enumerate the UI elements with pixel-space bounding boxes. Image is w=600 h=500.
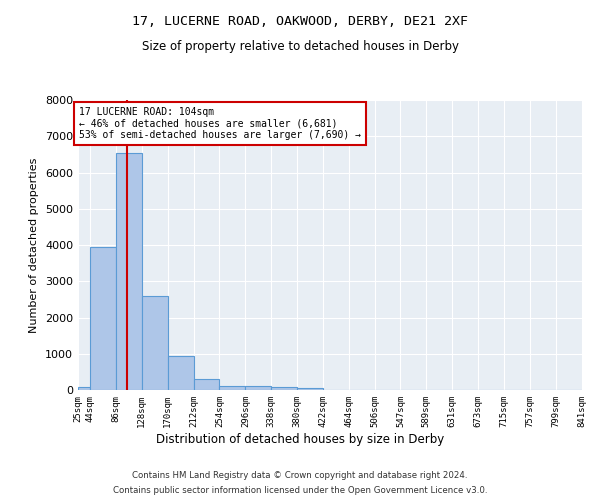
Bar <box>142 296 167 390</box>
Bar <box>220 386 245 390</box>
Bar <box>78 388 90 390</box>
Bar <box>193 379 220 390</box>
Text: Size of property relative to detached houses in Derby: Size of property relative to detached ho… <box>142 40 458 53</box>
Bar <box>116 152 142 390</box>
Text: Contains public sector information licensed under the Open Government Licence v3: Contains public sector information licen… <box>113 486 487 495</box>
Bar <box>90 247 116 390</box>
Bar <box>167 356 193 390</box>
Text: 17, LUCERNE ROAD, OAKWOOD, DERBY, DE21 2XF: 17, LUCERNE ROAD, OAKWOOD, DERBY, DE21 2… <box>132 15 468 28</box>
Bar <box>297 388 323 390</box>
Y-axis label: Number of detached properties: Number of detached properties <box>29 158 40 332</box>
Bar <box>245 386 271 390</box>
Bar <box>271 386 297 390</box>
Text: Contains HM Land Registry data © Crown copyright and database right 2024.: Contains HM Land Registry data © Crown c… <box>132 471 468 480</box>
Text: 17 LUCERNE ROAD: 104sqm
← 46% of detached houses are smaller (6,681)
53% of semi: 17 LUCERNE ROAD: 104sqm ← 46% of detache… <box>79 108 361 140</box>
Text: Distribution of detached houses by size in Derby: Distribution of detached houses by size … <box>156 432 444 446</box>
